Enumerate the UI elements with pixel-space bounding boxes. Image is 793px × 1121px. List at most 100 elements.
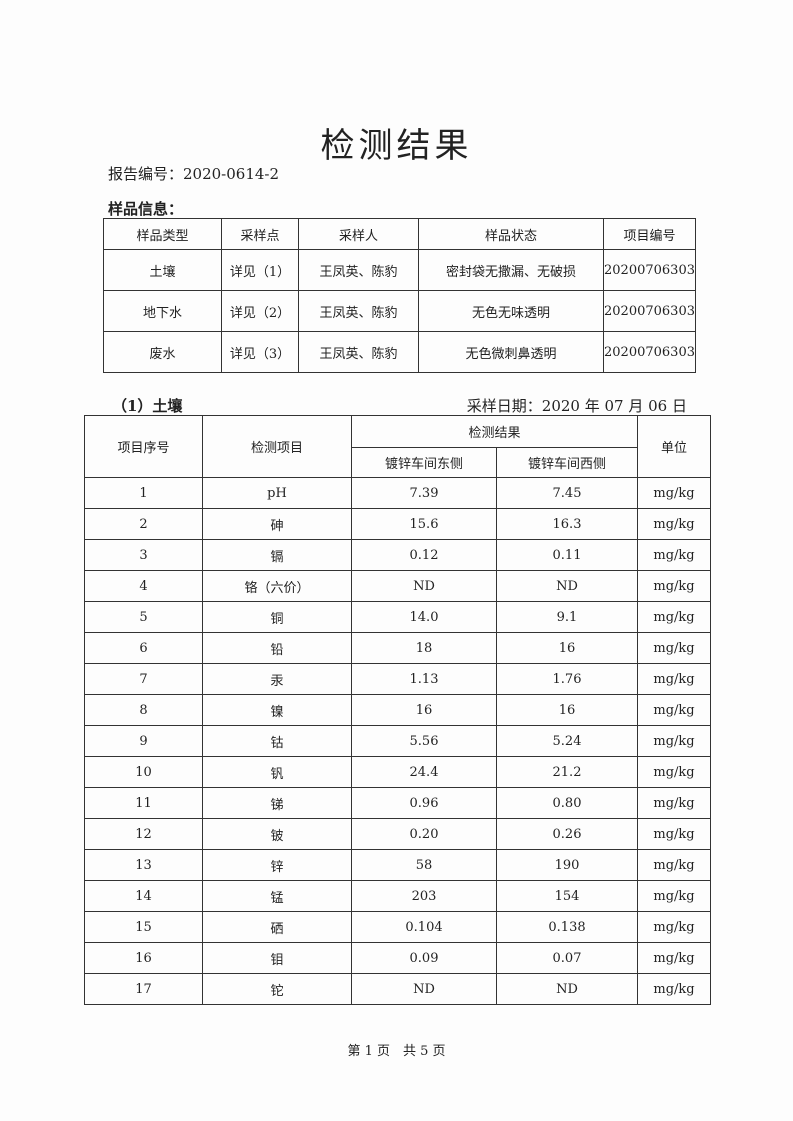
table-cell: 20200706303 — [603, 249, 696, 291]
table-cell: ND — [496, 973, 638, 1005]
table-cell: 15 — [84, 911, 203, 943]
table-cell: 汞 — [202, 663, 352, 695]
table-cell: 无色微刺鼻透明 — [418, 331, 604, 373]
table-row: 4 铬（六价） ND ND mg/kg — [84, 570, 711, 602]
table-cell: 16 — [84, 942, 203, 974]
table-row: 7 汞 1.13 1.76 mg/kg — [84, 663, 711, 695]
table-cell: ND — [351, 570, 497, 602]
table-row: 11 锑 0.96 0.80 mg/kg — [84, 787, 711, 819]
table-row: 3 镉 0.12 0.11 mg/kg — [84, 539, 711, 571]
table-cell: 58 — [351, 849, 497, 881]
table-row: 14 锰 203 154 mg/kg — [84, 880, 711, 912]
table-cell: 5.24 — [496, 725, 638, 757]
table-cell: 土壤 — [103, 249, 222, 291]
table-cell: mg/kg — [637, 694, 711, 726]
table-cell: 16 — [351, 694, 497, 726]
table-row: 9 钴 5.56 5.24 mg/kg — [84, 725, 711, 757]
report-number: 报告编号：2020-0614-2 — [108, 165, 280, 183]
table-cell: mg/kg — [637, 539, 711, 571]
table-cell: mg/kg — [637, 849, 711, 881]
page-footer: 第 1 页 共 5 页 — [347, 1044, 446, 1059]
table-cell: mg/kg — [637, 570, 711, 602]
table-row: 2 砷 15.6 16.3 mg/kg — [84, 508, 711, 540]
table-cell: 7 — [84, 663, 203, 695]
table-cell: 钒 — [202, 756, 352, 788]
header-row: 项目序号 检测项目 检测结果 单位 — [84, 415, 711, 478]
table-cell: ND — [351, 973, 497, 1005]
subheader-row: 镀锌车间东侧 镀锌车间西侧 — [85, 447, 711, 478]
table-row: 16 钼 0.09 0.07 mg/kg — [84, 942, 711, 974]
table-cell: 铅 — [202, 632, 352, 664]
sample-info-label: 样品信息： — [108, 200, 184, 218]
table-cell: 6 — [84, 632, 203, 664]
table-cell: 钴 — [202, 725, 352, 757]
header-west: 镀锌车间西侧 — [496, 447, 638, 478]
table-row: 土壤 详见（1） 王凤英、陈豹 密封袋无撒漏、无破损 20200706303 — [103, 249, 696, 291]
table-cell: 废水 — [103, 331, 222, 373]
table-row: 10 钒 24.4 21.2 mg/kg — [84, 756, 711, 788]
table-cell: 铍 — [202, 818, 352, 850]
results-table: 项目序号 检测项目 检测结果 单位 镀锌车间东侧 镀锌车间西侧 1 pH 7.39 7… — [84, 415, 711, 1005]
table-cell: 硒 — [202, 911, 352, 943]
table-cell: 8 — [84, 694, 203, 726]
table-cell: 16 — [496, 694, 638, 726]
table-cell: 16.3 — [496, 508, 638, 540]
table-cell: 锰 — [202, 880, 352, 912]
table-cell: 203 — [351, 880, 497, 912]
table-cell: 10 — [84, 756, 203, 788]
table-cell: 0.07 — [496, 942, 638, 974]
header-item: 检测项目 — [202, 415, 352, 478]
table-cell: 地下水 — [103, 290, 222, 332]
header-cell: 采样点 — [221, 218, 299, 250]
table-cell: 4 — [84, 570, 203, 602]
header-seq: 项目序号 — [84, 415, 203, 478]
table-cell: 5 — [84, 601, 203, 633]
table-cell: 1 — [84, 477, 203, 509]
table-cell: 20200706303 — [603, 290, 696, 332]
table-cell: mg/kg — [637, 756, 711, 788]
table-cell: 14.0 — [351, 601, 497, 633]
table-cell: 详见（3） — [221, 331, 299, 373]
table-cell: 9 — [84, 725, 203, 757]
table-cell: 0.12 — [351, 539, 497, 571]
table-cell: 0.26 — [496, 818, 638, 850]
table-cell: 18 — [351, 632, 497, 664]
header-cell: 采样人 — [298, 218, 419, 250]
header-cell: 项目编号 — [603, 218, 696, 250]
table-row: 12 铍 0.20 0.26 mg/kg — [84, 818, 711, 850]
table-cell: 5.56 — [351, 725, 497, 757]
table-cell: 20200706303 — [603, 331, 696, 373]
table-cell: mg/kg — [637, 663, 711, 695]
table-cell: 铊 — [202, 973, 352, 1005]
table-cell: 详见（1） — [221, 249, 299, 291]
table-cell: 7.45 — [496, 477, 638, 509]
table-cell: 1.76 — [496, 663, 638, 695]
table-cell: 14 — [84, 880, 203, 912]
section-title: （1）土壤 — [112, 397, 183, 415]
header-unit: 单位 — [637, 415, 711, 478]
table-cell: 17 — [84, 973, 203, 1005]
table-cell: 0.09 — [351, 942, 497, 974]
page-title: 检测结果 — [320, 126, 473, 166]
table-cell: mg/kg — [637, 911, 711, 943]
header-cell: 样品状态 — [418, 218, 604, 250]
table-cell: mg/kg — [637, 880, 711, 912]
table-row: 15 硒 0.104 0.138 mg/kg — [84, 911, 711, 943]
table-cell: mg/kg — [637, 818, 711, 850]
table-cell: mg/kg — [637, 942, 711, 974]
table-cell: 11 — [84, 787, 203, 819]
table-cell: 详见（2） — [221, 290, 299, 332]
table-cell: 0.20 — [351, 818, 497, 850]
table-row: 1 pH 7.39 7.45 mg/kg — [84, 477, 711, 509]
header-row: 样品类型 采样点 采样人 样品状态 项目编号 — [103, 218, 696, 250]
header-cell: 样品类型 — [103, 218, 222, 250]
table-cell: 无色无味透明 — [418, 290, 604, 332]
table-cell: 2 — [84, 508, 203, 540]
table-cell: 12 — [84, 818, 203, 850]
table-cell: mg/kg — [637, 632, 711, 664]
table-cell: 0.104 — [351, 911, 497, 943]
table-cell: ND — [496, 570, 638, 602]
table-cell: 0.96 — [351, 787, 497, 819]
table-row: 废水 详见（3） 王凤英、陈豹 无色微刺鼻透明 20200706303 — [103, 331, 696, 373]
